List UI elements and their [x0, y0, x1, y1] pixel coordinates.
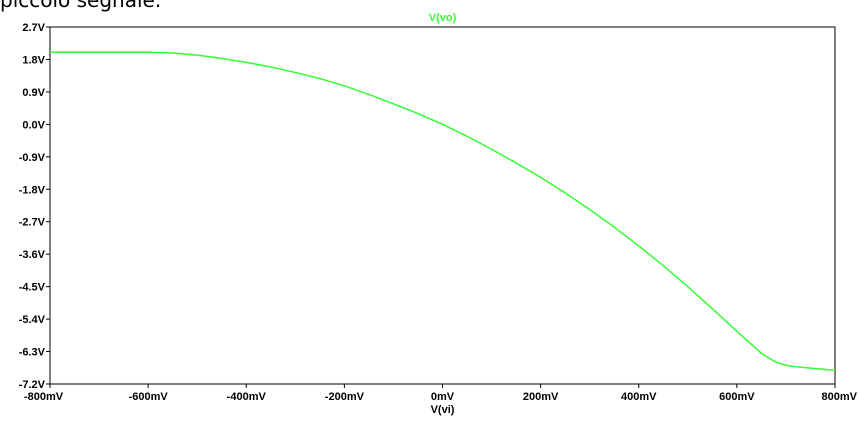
x-tick-label: -400mV — [227, 391, 267, 403]
x-tick-label: -600mV — [129, 391, 169, 403]
y-tick-label: -3.6V — [19, 249, 46, 261]
y-tick-label: -4.5V — [19, 282, 46, 294]
y-tick-label: -6.3V — [19, 347, 46, 359]
x-tick-label: 400mV — [621, 391, 657, 403]
y-tick-label: -1.8V — [19, 184, 46, 196]
y-tick-label: -2.7V — [19, 217, 46, 229]
plot-frame — [50, 27, 835, 384]
x-tick-label: 600mV — [719, 391, 755, 403]
x-tick-label: 200mV — [523, 391, 559, 403]
x-tick-label: -800mV — [24, 391, 64, 403]
y-tick-label: 0.0V — [22, 119, 45, 131]
x-tick-label: -200mV — [325, 391, 365, 403]
y-axis: 2.7V 1.8V 0.9V 0.0V -0.9V -1.8V -2.7V -3.6V -4.5… — [19, 22, 50, 391]
legend-entry-vo: V(vo) — [429, 12, 457, 24]
y-tick-label: 0.9V — [22, 87, 45, 99]
y-tick-label: -7.2V — [19, 379, 46, 391]
x-axis-label: V(vi) — [431, 404, 455, 416]
x-tick-label: 800mV — [822, 391, 858, 403]
y-tick-label: 1.8V — [22, 54, 45, 66]
x-tick-label: 0mV — [431, 391, 455, 403]
y-tick-label: 2.7V — [22, 22, 45, 34]
y-tick-label: -5.4V — [19, 314, 46, 326]
y-tick-label: -0.9V — [19, 152, 46, 164]
x-axis: -800mV -600mV -400mV -200mV 0mV 200mV 400mV 600… — [24, 384, 858, 403]
